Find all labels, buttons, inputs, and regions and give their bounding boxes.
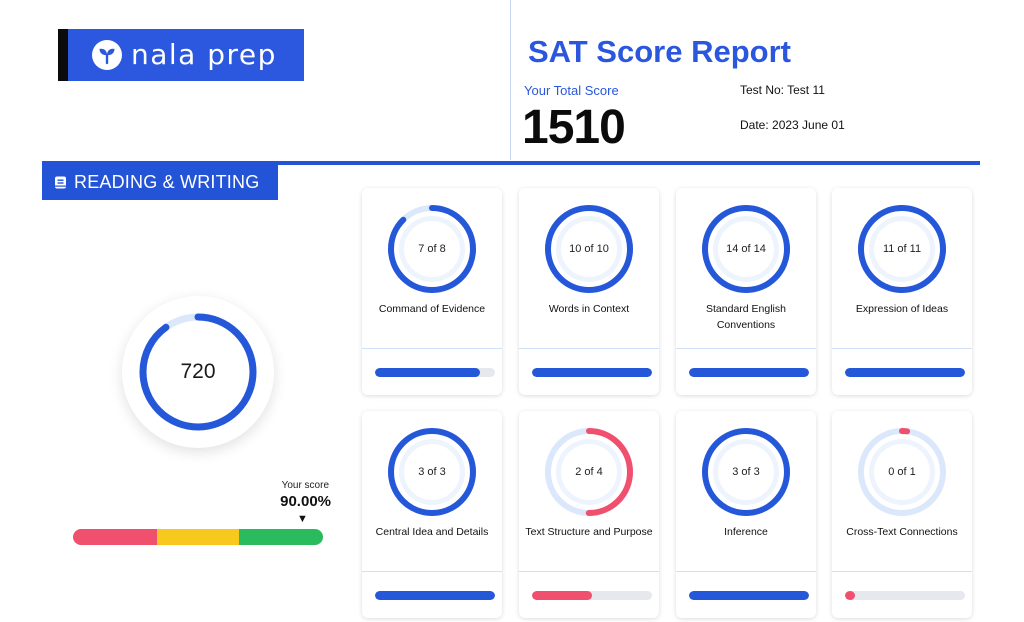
skill-label: Expression of Ideas	[855, 303, 949, 315]
skill-progress-bar	[845, 368, 965, 377]
skill-progress-fill	[689, 591, 809, 600]
logo-text: nala prep	[131, 38, 277, 71]
skill-progress-fill	[845, 591, 855, 600]
skill-label: Inference	[724, 526, 768, 538]
skill-progress-bar	[375, 591, 495, 600]
report-title: SAT Score Report	[528, 34, 791, 69]
section-tab-reading-writing: READING & WRITING	[42, 165, 278, 200]
your-score-label: Your score	[281, 480, 329, 491]
your-score-percent: 90.00%	[280, 493, 331, 510]
section-score-gauge: 720	[122, 296, 274, 448]
ring-center	[874, 221, 930, 277]
ring-center	[561, 444, 617, 500]
ring-progress-arc	[858, 428, 946, 516]
ring-progress-arc	[858, 205, 946, 293]
skill-progress-bar	[689, 591, 809, 600]
card-divider	[519, 348, 659, 349]
skill-progress-ring	[702, 205, 790, 293]
skill-label: Central Idea and Details	[375, 526, 489, 538]
skill-progress-bar	[532, 368, 652, 377]
section-title: READING & WRITING	[74, 172, 260, 192]
card-divider	[362, 571, 502, 572]
card-divider	[832, 571, 972, 572]
skill-count: 3 of 3	[418, 466, 446, 478]
skill-progress-fill	[532, 591, 592, 600]
skill-progress-bar	[375, 368, 495, 377]
skill-count: 3 of 3	[732, 466, 760, 478]
skill-card: 11 of 11 Expression of Ideas	[832, 188, 972, 395]
skill-progress-bar	[689, 368, 809, 377]
nala-prep-logo: nala prep	[58, 29, 304, 81]
card-divider	[362, 348, 502, 349]
skill-card: 2 of 4 Text Structure and Purpose	[519, 411, 659, 618]
ring-progress-arc	[702, 205, 790, 293]
skill-progress-bar	[845, 591, 965, 600]
skill-card: 3 of 3 Central Idea and Details	[362, 411, 502, 618]
test-number: Test No: Test 11	[740, 83, 825, 97]
skill-card: 7 of 8 Command of Evidence	[362, 188, 502, 395]
test-date: Date: 2023 June 01	[740, 118, 845, 132]
skill-label: Cross-Text Connections	[846, 526, 958, 538]
skill-progress-fill	[689, 368, 809, 377]
header-divider	[510, 0, 511, 160]
scale-segment-low	[73, 529, 157, 545]
skill-progress-ring	[545, 428, 633, 516]
score-marker-icon: ▼	[297, 513, 308, 525]
card-divider	[519, 571, 659, 572]
skill-count: 10 of 10	[569, 243, 609, 255]
skill-progress-ring	[858, 205, 946, 293]
skill-card: 10 of 10 Words in Context	[519, 188, 659, 395]
skill-count: 2 of 4	[575, 466, 603, 478]
card-divider	[676, 571, 816, 572]
score-scale-bar	[73, 529, 323, 545]
total-score-value: 1510	[522, 101, 626, 154]
section-rule	[42, 161, 980, 165]
ring-center	[561, 221, 617, 277]
ring-center	[404, 221, 460, 277]
skill-progress-ring	[545, 205, 633, 293]
skill-count: 11 of 11	[882, 243, 922, 255]
book-icon	[55, 176, 66, 189]
skill-progress-fill	[532, 368, 652, 377]
section-score-arc	[139, 313, 257, 431]
skill-card: 14 of 14 Standard English Conventions	[676, 188, 816, 395]
skill-progress-fill	[375, 591, 495, 600]
ring-progress-arc	[388, 205, 476, 293]
scale-segment-high	[239, 529, 323, 545]
skill-count: 14 of 14	[726, 243, 766, 255]
skill-card: 3 of 3 Inference	[676, 411, 816, 618]
skill-count: 0 of 1	[888, 466, 916, 478]
skill-progress-ring	[702, 428, 790, 516]
ring-center	[718, 444, 774, 500]
skill-label: Standard English Conventions	[706, 303, 786, 331]
ring-progress-arc	[388, 428, 476, 516]
scale-segment-mid	[157, 529, 239, 545]
total-score-label: Your Total Score	[524, 83, 619, 98]
logo-accent-bar	[58, 29, 68, 81]
skill-progress-fill	[845, 368, 965, 377]
skill-label: Command of Evidence	[378, 303, 486, 315]
card-divider	[676, 348, 816, 349]
ring-progress-arc	[545, 205, 633, 293]
skill-progress-ring	[858, 428, 946, 516]
section-score-value: 720	[180, 360, 216, 383]
sprout-icon	[92, 40, 122, 70]
skill-progress-bar	[532, 591, 652, 600]
section-score-ring	[139, 313, 257, 431]
skill-progress-fill	[375, 368, 480, 377]
skill-count: 7 of 8	[418, 243, 446, 255]
ring-center	[874, 444, 930, 500]
skill-card: 0 of 1 Cross-Text Connections	[832, 411, 972, 618]
ring-progress-arc	[702, 428, 790, 516]
skill-progress-ring	[388, 205, 476, 293]
ring-center	[718, 221, 774, 277]
ring-center	[404, 444, 460, 500]
ring-progress-arc	[545, 428, 633, 516]
skill-label: Words in Context	[548, 303, 630, 315]
skill-label: Text Structure and Purpose	[525, 526, 653, 538]
card-divider	[832, 348, 972, 349]
skill-progress-ring	[388, 428, 476, 516]
